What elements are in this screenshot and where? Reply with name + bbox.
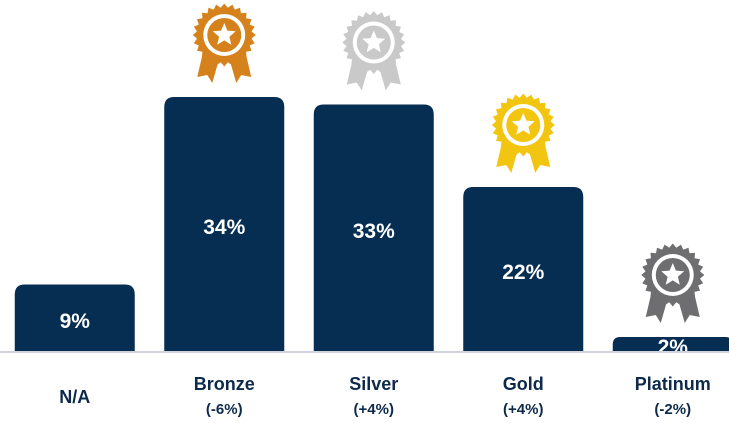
medal-star xyxy=(511,113,535,135)
category-change: (-6%) xyxy=(206,401,243,418)
medal-icon xyxy=(342,11,406,91)
x-tick-label: Platinum xyxy=(635,374,711,394)
medal-star xyxy=(362,30,386,53)
value-label: 34% xyxy=(203,216,245,239)
value-label: 2% xyxy=(658,336,689,359)
category-change: (+4%) xyxy=(354,401,394,418)
value-label: 9% xyxy=(60,310,91,333)
medal-icon xyxy=(641,243,705,323)
category-change: (-2%) xyxy=(654,401,691,418)
x-tick-label: Gold xyxy=(503,374,544,394)
x-tick-label: Silver xyxy=(349,374,398,394)
medal-icon xyxy=(192,3,256,83)
bar xyxy=(612,337,729,352)
bar xyxy=(164,97,285,352)
category-change: (+4%) xyxy=(503,401,543,418)
medal-star xyxy=(661,263,685,285)
medal-star xyxy=(212,23,236,45)
bar xyxy=(14,284,135,352)
value-label: 22% xyxy=(502,261,544,284)
x-tick-label: Bronze xyxy=(194,374,255,394)
bar xyxy=(463,187,584,352)
value-label: 33% xyxy=(353,220,395,243)
bar xyxy=(313,104,434,352)
medal-icon xyxy=(491,93,555,173)
x-tick-label: N/A xyxy=(59,387,90,407)
